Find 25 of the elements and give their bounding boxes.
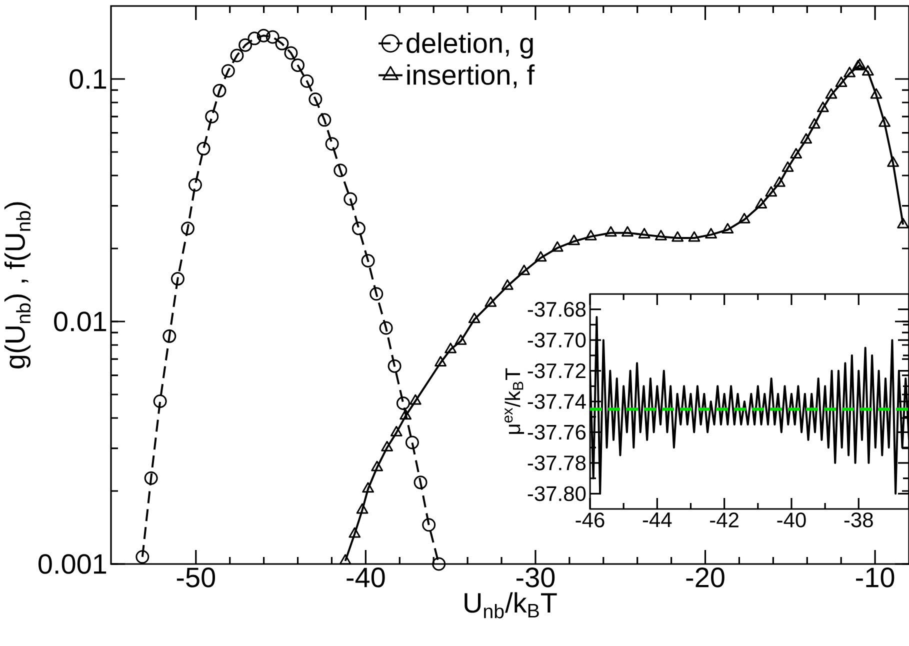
x-tick-label: -40 <box>777 512 806 528</box>
x-tick-label: -44 <box>642 512 672 527</box>
legend-label: insertion, f <box>407 64 535 88</box>
y-tick-label: 0.001 <box>38 554 106 574</box>
y-tick-label: -37.78 <box>528 455 586 470</box>
x-tick-label: -46 <box>576 512 604 528</box>
x-tick-label: -10 <box>856 568 894 588</box>
y-tick-label: 0.01 <box>54 312 106 332</box>
y-tick-label: -37.74 <box>528 394 586 409</box>
x-tick-label: -42 <box>710 512 738 528</box>
x-tick-label: -40 <box>346 568 385 588</box>
y-tick-label: -37.76 <box>528 424 586 440</box>
x-tick-label: -20 <box>686 568 724 588</box>
legend-label: deletion, g <box>406 32 533 59</box>
x-tick-label: -30 <box>516 568 555 588</box>
y-tick-label: -37.68 <box>528 302 586 317</box>
y-axis-title: g(U$_{nb}$) , f(U$_{nb}$) <box>4 202 31 368</box>
y-tick-label: -37.70 <box>528 332 586 348</box>
y-tick-label: -37.80 <box>528 486 586 502</box>
x-tick-label: -50 <box>176 568 216 588</box>
y-axis-title: μ$^{ex}$/k$_{B}$T <box>504 368 524 434</box>
y-tick-label: -37.72 <box>528 363 586 378</box>
x-axis-title: U$_{nb}$/k$_{B}$T <box>464 592 557 618</box>
y-tick-label: 0.1 <box>70 69 106 89</box>
x-tick-label: -38 <box>844 512 873 528</box>
